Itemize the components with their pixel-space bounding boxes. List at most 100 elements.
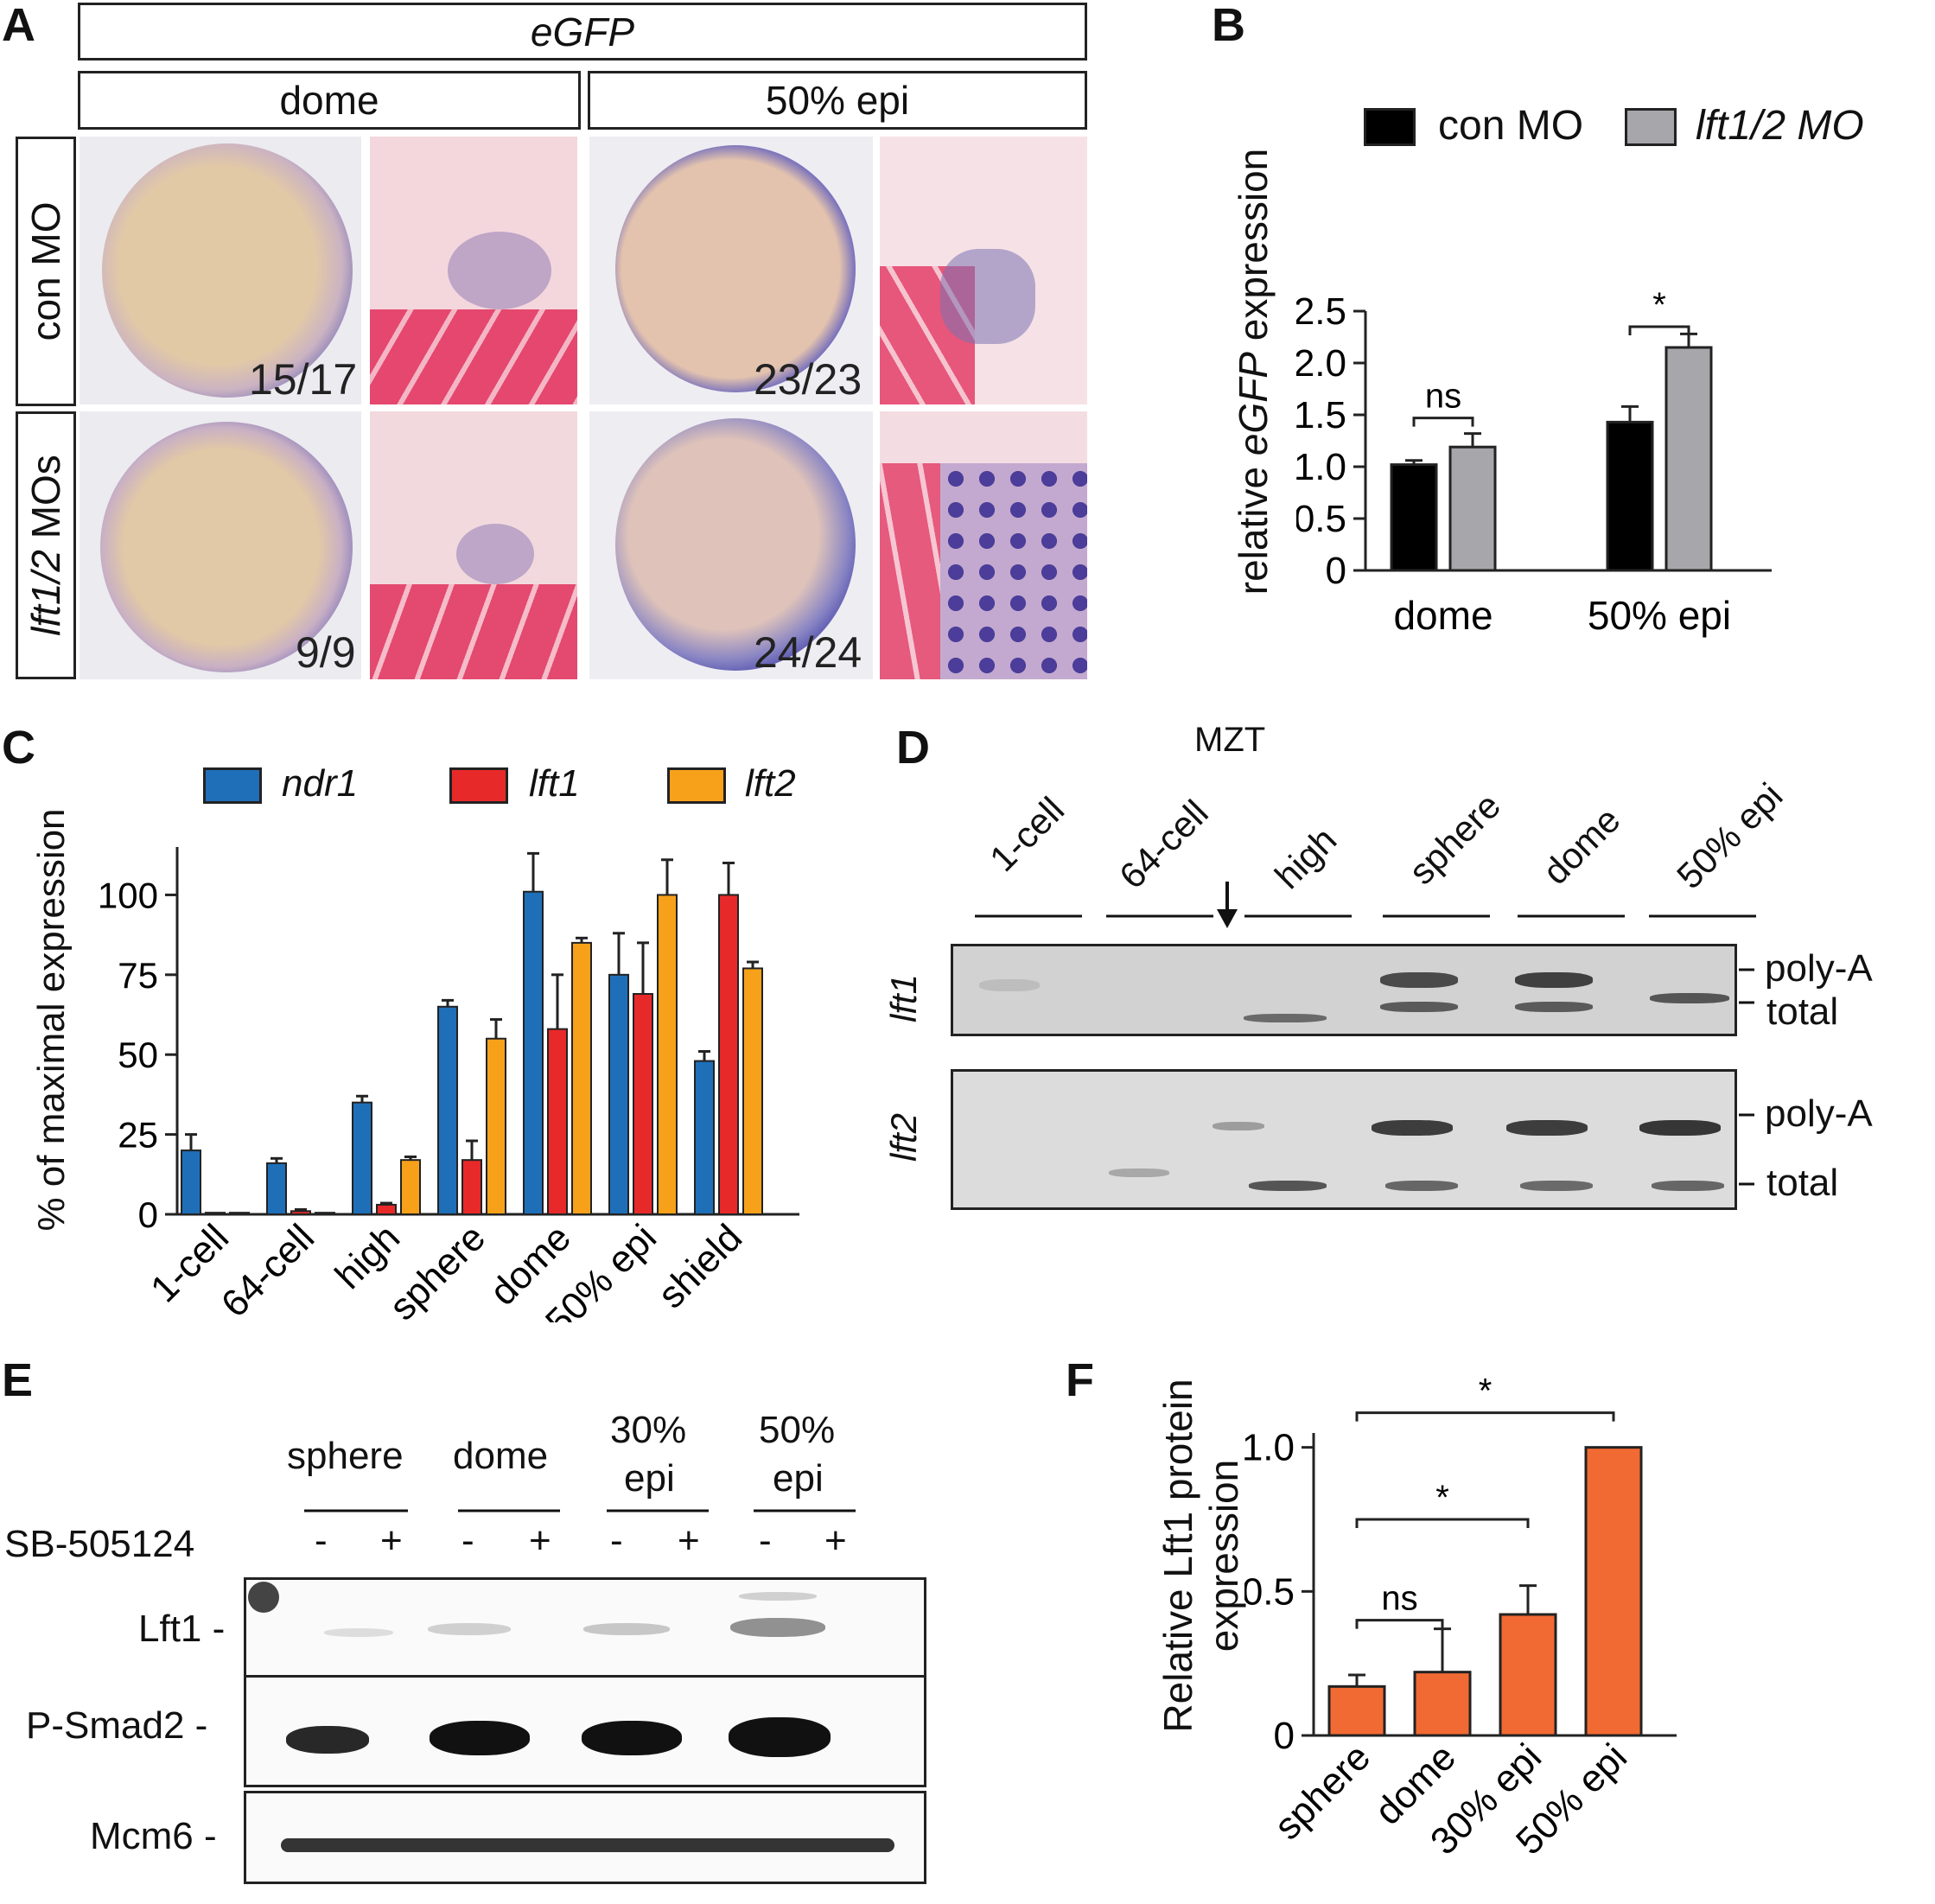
y-axis-label-c: % of maximal expression [30,808,73,1232]
legend-label-ndr1: ndr1 [282,762,359,805]
stage-header-dome: dome [78,71,581,130]
legend-swatch-ndr1 [203,767,262,804]
panel-label-b: B [1212,0,1245,51]
stage-label: 30% [610,1409,687,1451]
treatment-sign: + [678,1519,700,1562]
stage-header-50-epi-text: 50% epi [765,78,910,123]
bar [290,1210,311,1216]
bar [1664,346,1713,572]
embryo-image-lft-50-epi [589,411,873,679]
lane-underlines [975,882,1756,928]
significance-bracket [1412,417,1474,427]
count-label: 15/17 [249,355,358,404]
y-axis-label-b-italic: eGFP [1231,352,1276,456]
embryo-image-con-50-epi [589,137,873,404]
treatment-sign: + [529,1519,551,1562]
y-axis-label-f-line2: expression [1201,1459,1246,1652]
chart-b: 0 0.5 1.0 1.5 2.0 2.5 dome 50% epi ns * [1296,286,1772,638]
y-tick-label: 0 [1274,1715,1295,1757]
stage-header-50-epi: 50% epi [588,71,1087,130]
gene-header: eGFP [530,9,635,54]
y-tick-label: 25 [118,1115,158,1156]
band-label-total: total [1766,990,1839,1033]
treatment-label: SB-505124 [4,1523,195,1565]
significance-label: * [1479,1372,1493,1410]
significance-bracket [1355,1411,1615,1422]
stage-label: dome [453,1435,549,1477]
gel-row-label-lft2: lft2 [883,1112,924,1162]
bar [229,1212,250,1215]
lane-label: dome [1535,799,1628,893]
bar [694,1060,715,1216]
lane-label: sphere [1401,785,1509,893]
blot-p-smad2 [244,1675,926,1787]
y-axis-label-f-line1: Relative Lft1 protein [1155,1379,1201,1733]
y-tick-label: 1.0 [1296,446,1346,488]
treatment-sign: - [315,1519,328,1562]
y-axis-label-f: Relative Lft1 protein expression [1155,1379,1247,1732]
stage-underlines [304,1509,856,1512]
bar [400,1159,421,1216]
bar [181,1149,201,1215]
section-image-con-50-epi [880,137,1087,404]
gene-header-box: eGFP [78,3,1087,60]
blot-label: Lft1 - [138,1608,226,1650]
gel-lft1 [951,944,1737,1036]
bar [461,1159,482,1216]
count-label: 9/9 [296,628,356,677]
legend-swatch-lft2 [667,767,726,804]
bar [523,890,544,1215]
stage-label: sphere [287,1435,404,1477]
significance-label: ns [1381,1580,1417,1618]
legend-swatch-lft-mo [1625,108,1677,146]
stage-label: 50% [759,1409,836,1451]
band-label-total: total [1766,1162,1839,1204]
y-axis-label-b-pre: relative [1231,455,1276,595]
bar [1390,463,1438,572]
significance-label: * [1652,286,1666,324]
gel-lft2 [951,1069,1737,1210]
treatment-sign: - [461,1519,474,1562]
panel-label-a: A [2,0,35,51]
bar [742,967,763,1215]
bar [352,1101,372,1215]
bar [1499,1613,1557,1737]
legend-label-lft1: lft1 [529,762,580,805]
band-label-poly-a: poly-A [1765,1092,1873,1135]
count-label: 24/24 [754,628,862,677]
bar [718,894,739,1215]
treatment-sign: + [380,1519,403,1562]
x-tick-label: shield [650,1216,750,1316]
mzt-label: MZT [1194,721,1266,759]
y-axis-label-b-post: expression [1231,148,1276,352]
row-label-lft-mos: lft1/2 MOs [16,411,76,679]
section-image-con-dome [370,137,577,404]
lane-label: 1-cell [982,789,1073,880]
stage-label: epi [773,1457,824,1500]
row-label-lft-italic: lft1/2 [23,550,68,636]
stage-header-dome-text: dome [279,78,379,123]
panel-label-c: C [2,722,35,774]
y-tick-label: 2.5 [1296,290,1346,333]
row-label-lft-mos-text: lft1/2 MOs [22,455,69,636]
panel-label-f: F [1066,1354,1094,1406]
gel-row-label-lft1: lft1 [883,973,924,1023]
y-tick-label: 100 [98,875,158,915]
bar [657,894,678,1215]
bar [608,973,629,1215]
legend-swatch-lft1 [449,767,508,804]
section-image-lft-dome [370,411,577,679]
y-tick-label: 75 [118,955,158,996]
treatment-sign: - [610,1519,623,1562]
x-tick-label: 64-cell [213,1216,322,1322]
bar [633,993,653,1215]
y-tick-label: 1.5 [1296,394,1346,436]
x-tick-label: dome [1393,593,1493,638]
lane-label: 50% epi [1669,774,1791,897]
panel-label-e: E [2,1354,34,1406]
bar [1606,420,1654,572]
bar [547,1028,568,1215]
bar [437,1005,458,1215]
significance-bracket [1355,1518,1530,1528]
y-axis-label-b: relative eGFP expression [1230,149,1276,595]
